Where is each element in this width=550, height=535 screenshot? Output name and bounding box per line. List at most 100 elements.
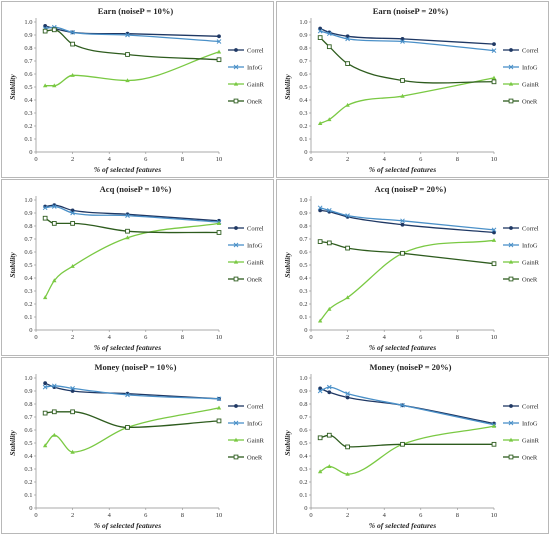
legend-item: Correl [228, 403, 264, 410]
series-gainr [42, 49, 222, 88]
x-tick-label: 8 [456, 156, 459, 163]
y-tick-label: 0.3 [299, 288, 307, 295]
data-point [42, 205, 48, 211]
data-point [491, 75, 497, 80]
legend-marker [509, 226, 513, 230]
data-point [216, 405, 222, 410]
legend-item: InfoG [503, 242, 538, 249]
y-tick-label: 0.7 [299, 414, 308, 421]
x-tick-label: 6 [144, 512, 148, 519]
series-line [319, 425, 495, 475]
legend-label: Correl [522, 403, 539, 410]
legend-marker [234, 404, 238, 408]
series-correl [318, 26, 496, 46]
series-oner [42, 409, 222, 430]
y-tick-label: 0.2 [299, 479, 307, 486]
data-point [491, 79, 497, 85]
data-point [70, 221, 75, 226]
legend-marker [508, 454, 514, 460]
legend-marker [509, 404, 513, 408]
x-tick-label: 0 [34, 334, 37, 341]
data-point [345, 36, 350, 42]
x-tick-label: 8 [456, 334, 459, 341]
legend-label: Correl [247, 403, 264, 410]
legend: Correl InfoG GainR OneR [228, 403, 265, 461]
y-tick-label: 0.9 [24, 388, 32, 395]
legend-label: InfoG [247, 64, 263, 71]
legend: Correl InfoG GainR OneR [503, 47, 540, 105]
y-tick-label: 0 [29, 327, 32, 334]
data-point [400, 222, 405, 227]
y-tick-label: 0.3 [299, 110, 307, 117]
legend-label: GainR [247, 81, 265, 88]
data-point [345, 213, 350, 218]
data-point [70, 264, 75, 268]
chart-panel: Acq (noiseP = 10%) 0 0.1 0.2 0.3 0.4 0.5 0.6 0.7… [1, 179, 274, 356]
legend: Correl InfoG GainR OneR [503, 403, 540, 461]
y-axis-label: Stability [283, 430, 292, 456]
x-axis-label: % of selected features [369, 343, 436, 352]
y-tick-label: 0.6 [24, 71, 33, 78]
chart-svg: Money (noiseP = 20%) 0 0.1 0.2 0.3 0.4 0.5 0.6 0… [283, 362, 540, 530]
y-tick-label: 0.9 [299, 388, 307, 395]
y-tick-label: 0.4 [299, 97, 308, 104]
data-point [491, 238, 497, 242]
series-infog [317, 384, 497, 428]
data-point [52, 278, 57, 283]
series-line [44, 222, 220, 298]
series-infog [42, 383, 222, 402]
data-point [70, 386, 75, 391]
y-tick-label: 0.6 [24, 249, 33, 256]
data-point [43, 381, 48, 386]
y-tick-label: 0.1 [299, 136, 307, 143]
legend-label: OneR [247, 276, 263, 283]
legend-marker [233, 276, 239, 282]
x-tick-label: 2 [71, 156, 74, 163]
data-point [326, 240, 332, 246]
x-tick-label: 8 [181, 334, 184, 341]
legend-label: InfoG [247, 420, 263, 427]
x-tick-label: 4 [108, 156, 112, 163]
legend-label: OneR [247, 454, 263, 461]
series-line [320, 240, 495, 265]
y-axis-label: Stability [8, 430, 17, 456]
x-tick-label: 6 [419, 156, 423, 163]
legend-marker [233, 454, 239, 460]
y-tick-label: 0.9 [24, 32, 32, 39]
y-tick-label: 0.1 [24, 136, 32, 143]
legend-item: InfoG [503, 64, 538, 71]
series-gainr [42, 221, 222, 300]
x-tick-label: 0 [34, 156, 37, 163]
data-point [70, 41, 75, 47]
data-point [42, 410, 48, 416]
y-tick-label: 0.7 [24, 58, 33, 65]
data-point [327, 306, 332, 311]
legend-item: InfoG [503, 420, 538, 427]
x-tick-label: 6 [144, 334, 148, 341]
x-tick-label: 8 [181, 156, 184, 163]
y-tick-label: 1.0 [299, 375, 307, 382]
data-point [327, 390, 332, 395]
legend-item: InfoG [228, 64, 263, 71]
data-point [125, 32, 130, 38]
data-point [317, 205, 323, 211]
series-line [319, 207, 495, 231]
x-tick-label: 6 [419, 512, 423, 519]
data-point [217, 34, 221, 39]
x-tick-label: 4 [383, 512, 387, 519]
x-axis-label: % of selected features [94, 165, 161, 174]
data-point [42, 443, 48, 448]
y-tick-label: 0.2 [299, 123, 307, 130]
series-oner [42, 215, 222, 235]
y-tick-label: 1.0 [24, 197, 32, 204]
y-tick-label: 0.9 [299, 32, 307, 39]
data-point [70, 210, 75, 216]
legend-marker [509, 48, 513, 52]
chart-panel: Earn (noiseP = 20%) 0 0.1 0.2 0.3 0.4 0.5 0.6 0.… [276, 1, 549, 178]
legend-label: GainR [522, 259, 540, 266]
x-tick-label: 6 [144, 156, 148, 163]
legend-item: OneR [228, 98, 263, 105]
y-tick-label: 0 [29, 149, 32, 156]
legend-marker [508, 420, 514, 426]
legend-label: GainR [522, 81, 540, 88]
